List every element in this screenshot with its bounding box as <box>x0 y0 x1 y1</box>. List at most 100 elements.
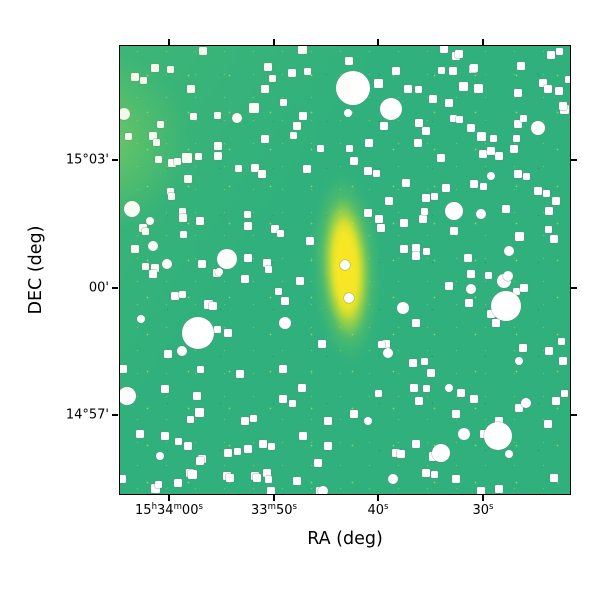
tick-mark <box>111 414 118 416</box>
masked-star-square <box>261 85 269 93</box>
masked-star-square <box>131 245 139 253</box>
masked-star-square <box>375 215 383 223</box>
masked-star-square <box>173 157 181 165</box>
masked-star-square <box>267 442 275 450</box>
masked-star-square <box>427 369 435 377</box>
masked-star-square <box>414 85 422 93</box>
masked-star-square <box>184 175 192 183</box>
masked-star-square <box>244 222 252 230</box>
masked-star-square <box>492 319 500 327</box>
masked-star-square <box>544 420 552 428</box>
masked-star-square <box>552 397 560 405</box>
masked-star-square <box>164 350 172 358</box>
masked-star-circle <box>156 452 164 460</box>
masked-star-square <box>306 237 314 245</box>
masked-star-circle <box>217 249 237 269</box>
masked-star-square <box>198 260 206 268</box>
masked-star-square <box>470 64 478 72</box>
masked-star-circle <box>340 260 350 270</box>
masked-star-circle <box>432 444 450 462</box>
y-tick-label: 15°03' <box>65 152 109 168</box>
masked-star-square <box>120 475 126 483</box>
tick-mark <box>482 495 484 501</box>
masked-star-square <box>364 167 372 175</box>
masked-star-square <box>196 457 204 465</box>
masked-star-square <box>452 410 460 418</box>
y-axis-title: DEC (deg) <box>26 225 46 315</box>
masked-star-square <box>271 225 279 233</box>
masked-star-circle <box>487 172 495 180</box>
masked-star-square <box>380 122 388 130</box>
masked-star-square <box>564 75 570 83</box>
masked-star-square <box>187 469 197 479</box>
masked-star-square <box>392 449 400 457</box>
masked-star-square <box>194 407 204 417</box>
masked-star-square <box>171 292 179 300</box>
masked-star-square <box>410 384 418 392</box>
masked-star-square <box>318 340 326 348</box>
masked-star-square <box>512 287 520 295</box>
masked-star-circle <box>458 428 470 440</box>
masked-star-circle <box>120 108 130 120</box>
masked-star-circle <box>162 259 172 269</box>
tick-mark <box>111 287 118 289</box>
masked-star-square <box>430 470 438 478</box>
masked-star-square <box>166 65 174 73</box>
y-tick-label: 14°57' <box>65 407 109 423</box>
masked-star-square <box>249 414 257 422</box>
masked-star-square <box>495 152 503 160</box>
masked-star-square <box>544 85 552 93</box>
masked-star-square <box>542 189 550 197</box>
masked-star-square <box>467 270 475 278</box>
masked-star-square <box>429 95 437 103</box>
masked-star-circle <box>504 246 514 256</box>
masked-star-square <box>264 265 272 273</box>
x-tick-label: 40s <box>367 502 389 518</box>
masked-star-square <box>445 282 453 290</box>
masked-star-circle <box>124 201 140 217</box>
masked-star-square <box>141 262 149 270</box>
masked-star-square <box>249 103 259 113</box>
masked-star-circle <box>383 348 393 358</box>
masked-star-square <box>479 182 487 190</box>
masked-star-square <box>288 399 296 407</box>
masked-star-square <box>455 115 463 123</box>
masked-star-square <box>557 337 565 345</box>
y-tick-label: 00' <box>88 280 109 296</box>
masked-star-square <box>289 131 297 139</box>
masked-star-square <box>392 67 400 75</box>
masked-star-circle <box>232 113 242 123</box>
masked-star-square <box>544 225 552 233</box>
masked-star-square <box>151 264 159 272</box>
masked-star-square <box>552 197 560 205</box>
masked-star-square <box>477 487 485 494</box>
masked-star-circle <box>397 302 409 314</box>
masked-star-square <box>374 389 382 397</box>
masked-star-square <box>457 389 465 397</box>
masked-star-square <box>550 474 558 482</box>
masked-star-circle <box>484 422 512 450</box>
masked-star-square <box>258 170 266 178</box>
masked-star-square <box>465 299 473 307</box>
masked-star-circle <box>182 317 214 349</box>
masked-star-square <box>430 192 438 200</box>
masked-star-square <box>512 134 520 142</box>
masked-star-square <box>422 247 430 255</box>
masked-star-square <box>397 450 405 458</box>
tick-mark <box>571 414 577 416</box>
masked-star-square <box>174 479 182 487</box>
masked-star-square <box>560 389 568 397</box>
masked-star-square <box>189 112 197 120</box>
masked-star-square <box>400 245 408 253</box>
masked-star-square <box>288 69 296 77</box>
tick-mark <box>482 39 484 45</box>
masked-star-square <box>203 299 213 309</box>
masked-star-square <box>412 319 420 327</box>
masked-star-square <box>412 252 420 260</box>
masked-star-square <box>479 150 487 158</box>
masked-star-square <box>264 63 272 71</box>
masked-star-square <box>450 227 458 235</box>
masked-star-square <box>519 344 527 352</box>
masked-star-square <box>279 395 287 403</box>
masked-star-square <box>293 477 301 485</box>
